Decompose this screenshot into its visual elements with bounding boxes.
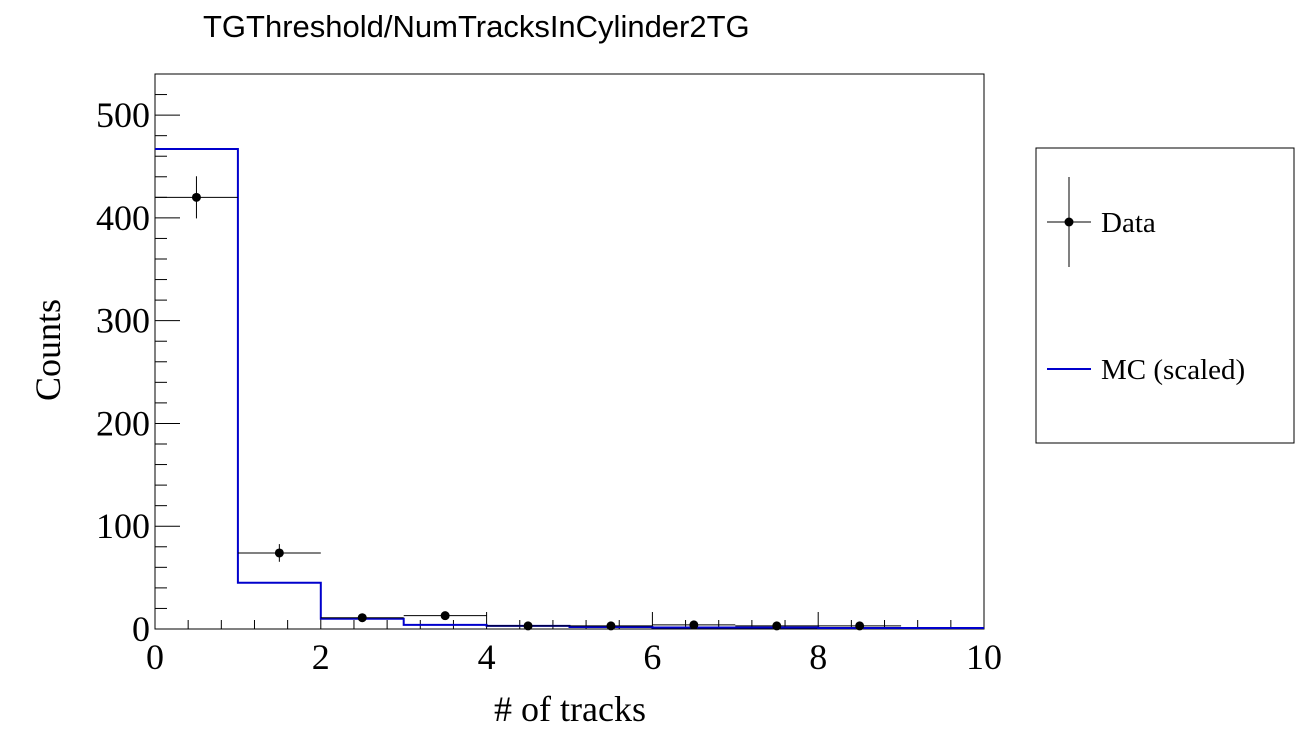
y-axis: 0 100 200 300 400 500 [96,73,180,649]
plot-frame [154,73,985,630]
legend-label-mc: MC (scaled) [1101,354,1245,386]
legend-box [1035,147,1295,444]
data-series [155,176,902,631]
y-tick-label: 0 [132,609,150,649]
legend: Data MC (scaled) [1035,147,1295,444]
x-tick-label: 8 [809,637,827,677]
data-point [818,621,902,631]
y-tick-label: 400 [96,198,150,238]
x-tick-label: 4 [478,637,496,677]
data-point [237,544,321,562]
data-point [652,620,736,630]
x-tick-label: 6 [643,637,661,677]
legend-label-data: Data [1101,207,1156,239]
data-point [320,613,404,623]
data-point [735,621,819,631]
data-point [569,621,653,631]
data-point [403,611,487,621]
data-point [486,621,570,631]
y-tick-label: 100 [96,506,150,546]
legend-data-marker [1047,177,1091,267]
y-axis-label: Counts [28,299,68,401]
y-tick-label: 200 [96,403,150,443]
y-tick-label: 300 [96,301,150,341]
chart-title: TGThreshold/NumTracksInCylinder2TG [203,9,750,44]
x-tick-label: 0 [146,637,164,677]
x-axis: 0 2 4 6 8 10 [146,612,1002,677]
y-tick-label: 500 [96,95,150,135]
data-point [155,176,238,219]
x-tick-label: 10 [966,637,1002,677]
x-tick-label: 2 [312,637,330,677]
x-axis-label: # of tracks [494,689,646,729]
